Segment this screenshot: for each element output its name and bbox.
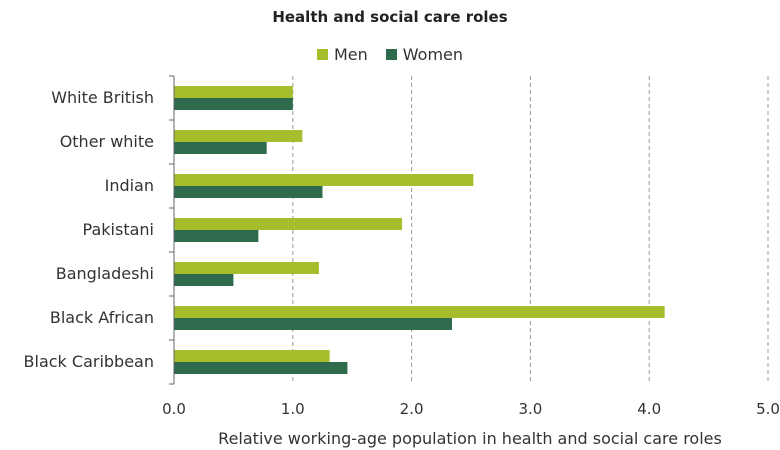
axes [169, 75, 175, 385]
bar-men-4 [174, 262, 319, 274]
x-tick-label-3.0: 3.0 [518, 400, 542, 418]
category-label-6: Black Caribbean [24, 352, 154, 371]
bar-men-2 [174, 174, 474, 186]
legend-label-women: Women [402, 45, 464, 64]
bar-men-6 [174, 350, 330, 362]
x-tick-label-0.0: 0.0 [162, 400, 186, 418]
bar-women-0 [174, 98, 293, 110]
x-tick-label-1.0: 1.0 [281, 400, 305, 418]
chart-title: Health and social care roles [272, 8, 508, 26]
bar-women-5 [174, 318, 452, 330]
legend-swatch-women [385, 49, 397, 60]
legend-item-men: Men [316, 45, 368, 64]
legend-item-women: Women [385, 45, 464, 64]
category-label-3: Pakistani [83, 220, 154, 239]
category-label-2: Indian [105, 176, 154, 195]
bars [174, 86, 665, 374]
x-tick-label-4.0: 4.0 [637, 400, 661, 418]
labels: 0.0 1.0 2.0 3.0 4.0 5.0 White British Other whi… [24, 88, 780, 418]
x-tick-label-5.0: 5.0 [756, 400, 780, 418]
bar-women-4 [174, 274, 234, 286]
category-label-0: White British [51, 88, 154, 107]
bar-men-5 [174, 306, 665, 318]
legend-swatch-men [316, 49, 328, 60]
category-label-5: Black African [50, 308, 154, 327]
bar-women-1 [174, 142, 267, 154]
category-label-4: Bangladeshi [56, 264, 154, 283]
bar-women-6 [174, 362, 348, 374]
x-axis-title: Relative working-age population in healt… [218, 429, 722, 448]
category-label-1: Other white [60, 132, 154, 151]
bar-men-1 [174, 130, 303, 142]
bar-women-2 [174, 186, 323, 198]
bar-men-0 [174, 86, 293, 98]
legend-label-men: Men [333, 45, 368, 64]
chart-legend: Men Women [0, 45, 780, 64]
bar-men-3 [174, 218, 403, 230]
bar-women-3 [174, 230, 259, 242]
x-tick-label-2.0: 2.0 [400, 400, 424, 418]
